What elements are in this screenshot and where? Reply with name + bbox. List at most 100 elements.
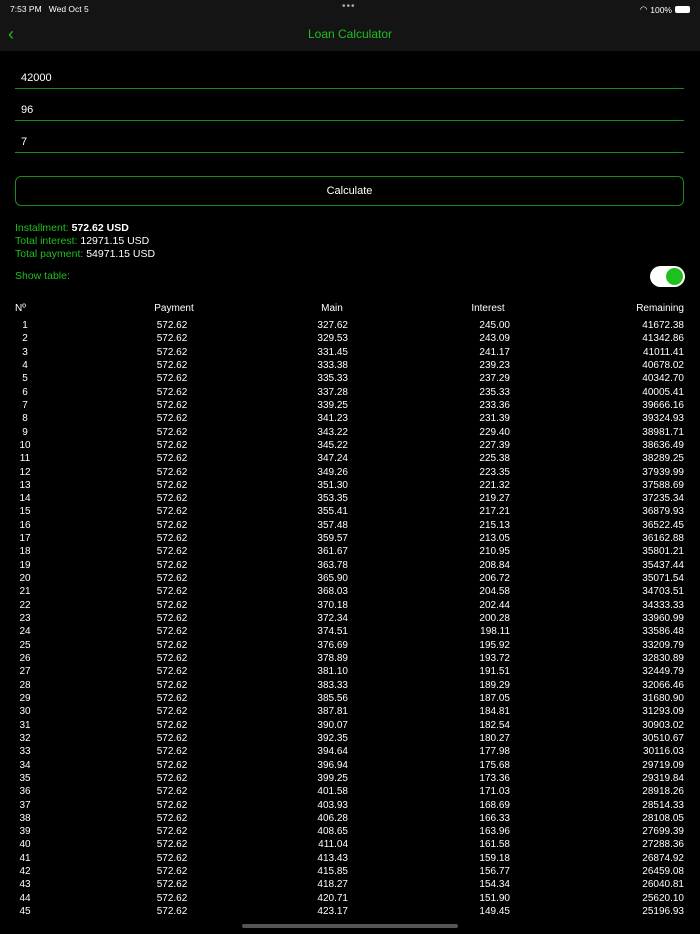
cell-main: 329.53 xyxy=(317,333,348,345)
cell-number: 35 xyxy=(19,772,31,784)
cell-remaining: 38289.25 xyxy=(642,453,684,465)
cell-interest: 184.81 xyxy=(479,706,510,718)
cell-payment: 572.62 xyxy=(156,826,188,838)
cell-payment: 572.62 xyxy=(156,359,188,371)
cell-main: 370.18 xyxy=(317,599,348,611)
cell-payment: 572.62 xyxy=(156,573,188,585)
home-indicator[interactable] xyxy=(242,924,458,928)
cell-payment: 572.62 xyxy=(156,692,188,704)
cell-number: 19 xyxy=(19,559,31,571)
cell-main: 376.69 xyxy=(317,639,348,651)
cell-number: 10 xyxy=(19,439,31,451)
cell-payment: 572.62 xyxy=(156,706,188,718)
cell-interest: 161.58 xyxy=(479,839,510,851)
cell-number: 42 xyxy=(19,866,31,878)
cell-main: 341.23 xyxy=(317,413,348,425)
status-right: ◠ 100% xyxy=(640,4,690,15)
loan-amount-input[interactable] xyxy=(15,67,684,89)
cell-remaining: 32066.46 xyxy=(642,679,684,691)
cell-main: 401.58 xyxy=(317,786,348,798)
cell-main: 353.35 xyxy=(317,493,348,505)
page-title: Loan Calculator xyxy=(307,27,393,41)
cell-main: 385.56 xyxy=(317,692,348,704)
cell-number: 22 xyxy=(19,599,31,611)
cell-interest: 243.09 xyxy=(479,333,510,345)
total-payment-row: Total payment: 54971.15 USD xyxy=(15,248,155,260)
cell-main: 415.85 xyxy=(317,866,348,878)
cell-number: 32 xyxy=(19,732,31,744)
cell-payment: 572.62 xyxy=(156,746,188,758)
cell-payment: 572.62 xyxy=(156,413,188,425)
cell-number: 3 xyxy=(22,346,28,358)
show-table-toggle[interactable] xyxy=(650,266,685,287)
cell-remaining: 26459.08 xyxy=(642,866,684,878)
cell-main: 374.51 xyxy=(317,626,348,638)
cell-remaining: 25196.93 xyxy=(642,906,684,918)
cell-number: 20 xyxy=(19,573,31,585)
cell-interest: 202.44 xyxy=(479,599,510,611)
wifi-icon: ◠ xyxy=(639,4,648,14)
time: 7:53 PM xyxy=(10,4,42,14)
cell-remaining: 26040.81 xyxy=(642,879,684,891)
cell-main: 331.45 xyxy=(317,346,348,358)
cell-remaining: 37235.34 xyxy=(642,493,684,505)
cell-number: 39 xyxy=(19,826,31,838)
cell-remaining: 30903.02 xyxy=(642,719,684,731)
status-bar: 7:53 PM Wed Oct 5 ••• ◠ 100% xyxy=(0,0,700,18)
header-payment: Payment xyxy=(154,303,194,314)
cell-number: 26 xyxy=(19,653,31,664)
cell-interest: 221.32 xyxy=(479,479,510,491)
cell-interest: 182.54 xyxy=(479,719,510,731)
cell-interest: 187.05 xyxy=(479,692,510,704)
cell-remaining: 33960.99 xyxy=(642,613,684,625)
cell-payment: 572.62 xyxy=(156,399,188,411)
header-main: Main xyxy=(321,303,343,314)
cell-payment: 572.62 xyxy=(156,799,188,811)
cell-remaining: 29719.09 xyxy=(642,759,684,771)
cell-interest: 215.13 xyxy=(479,519,510,531)
cell-interest: 241.17 xyxy=(479,346,510,358)
cell-interest: 149.45 xyxy=(479,906,510,918)
cell-interest: 200.28 xyxy=(479,613,510,625)
cell-payment: 572.62 xyxy=(156,866,188,878)
cell-number: 33 xyxy=(19,746,31,758)
cell-main: 413.43 xyxy=(317,852,348,864)
cell-number: 34 xyxy=(19,759,31,771)
cell-main: 345.22 xyxy=(317,439,348,451)
cell-number: 37 xyxy=(19,799,31,811)
cell-payment: 572.62 xyxy=(156,892,188,904)
cell-interest: 231.39 xyxy=(479,413,510,425)
cell-number: 13 xyxy=(19,479,31,491)
cell-payment: 572.62 xyxy=(156,453,188,465)
cell-payment: 572.62 xyxy=(156,346,188,358)
cell-remaining: 41342.86 xyxy=(642,333,684,345)
cell-payment: 572.62 xyxy=(156,772,188,784)
cell-payment: 572.62 xyxy=(156,439,188,451)
months-input[interactable] xyxy=(15,99,684,121)
cell-number: 41 xyxy=(19,852,31,864)
cell-payment: 572.62 xyxy=(156,506,188,518)
calculate-button[interactable]: Calculate xyxy=(15,176,684,206)
cell-interest: 227.39 xyxy=(479,439,510,451)
multitasking-dots-icon[interactable]: ••• xyxy=(342,1,356,12)
interest-rate-input[interactable] xyxy=(15,131,684,153)
cell-payment: 572.62 xyxy=(156,613,188,625)
cell-main: 359.57 xyxy=(317,533,348,545)
cell-main: 392.35 xyxy=(317,732,348,744)
cell-main: 327.62 xyxy=(317,320,348,331)
cell-main: 361.67 xyxy=(317,546,348,558)
cell-payment: 572.62 xyxy=(156,519,188,531)
cell-interest: 223.35 xyxy=(479,466,510,478)
cell-remaining: 38981.71 xyxy=(642,426,684,438)
cell-interest: 245.00 xyxy=(479,320,510,331)
nav-bar: ‹ Loan Calculator xyxy=(0,18,700,51)
cell-remaining: 25620.10 xyxy=(642,892,684,904)
toggle-knob xyxy=(666,268,683,285)
cell-interest: 195.92 xyxy=(479,639,510,651)
chevron-left-icon[interactable]: ‹ xyxy=(8,24,14,44)
battery-icon xyxy=(675,6,690,13)
cell-main: 394.64 xyxy=(317,746,348,758)
total-interest-value: 12971.15 USD xyxy=(80,235,150,247)
cell-remaining: 37588.69 xyxy=(642,479,684,491)
cell-number: 18 xyxy=(19,546,31,558)
